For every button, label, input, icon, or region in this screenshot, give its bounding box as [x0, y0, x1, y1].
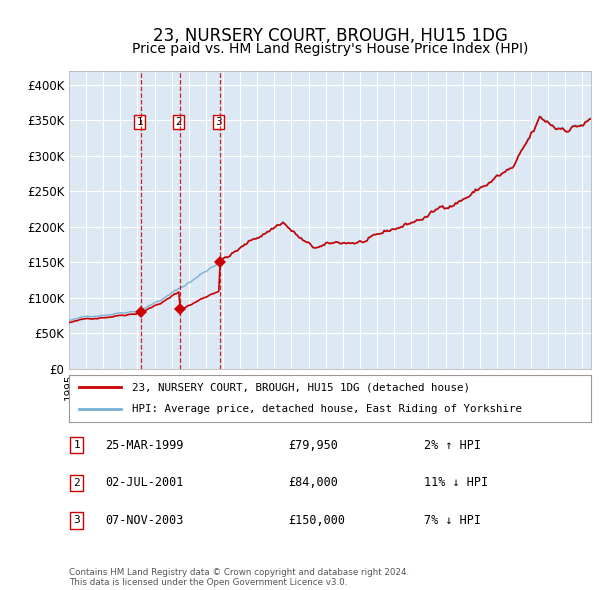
Text: 2% ↑ HPI: 2% ↑ HPI [424, 439, 481, 452]
Text: £150,000: £150,000 [288, 514, 345, 527]
Text: 7% ↓ HPI: 7% ↓ HPI [424, 514, 481, 527]
Text: 3: 3 [73, 516, 80, 526]
Text: 07-NOV-2003: 07-NOV-2003 [106, 514, 184, 527]
Text: Price paid vs. HM Land Registry's House Price Index (HPI): Price paid vs. HM Land Registry's House … [132, 42, 528, 57]
Text: 23, NURSERY COURT, BROUGH, HU15 1DG: 23, NURSERY COURT, BROUGH, HU15 1DG [152, 27, 508, 45]
Text: 1: 1 [73, 440, 80, 450]
Text: 02-JUL-2001: 02-JUL-2001 [106, 476, 184, 490]
Text: 23, NURSERY COURT, BROUGH, HU15 1DG (detached house): 23, NURSERY COURT, BROUGH, HU15 1DG (det… [131, 382, 470, 392]
Text: 11% ↓ HPI: 11% ↓ HPI [424, 476, 488, 490]
Text: HPI: Average price, detached house, East Riding of Yorkshire: HPI: Average price, detached house, East… [131, 404, 521, 414]
Text: £84,000: £84,000 [288, 476, 338, 490]
Text: 1: 1 [136, 117, 143, 127]
Text: 2: 2 [73, 478, 80, 488]
Text: 2: 2 [175, 117, 182, 127]
Text: £79,950: £79,950 [288, 439, 338, 452]
Text: Contains HM Land Registry data © Crown copyright and database right 2024.
This d: Contains HM Land Registry data © Crown c… [69, 568, 409, 587]
Text: 3: 3 [215, 117, 222, 127]
Text: 25-MAR-1999: 25-MAR-1999 [106, 439, 184, 452]
